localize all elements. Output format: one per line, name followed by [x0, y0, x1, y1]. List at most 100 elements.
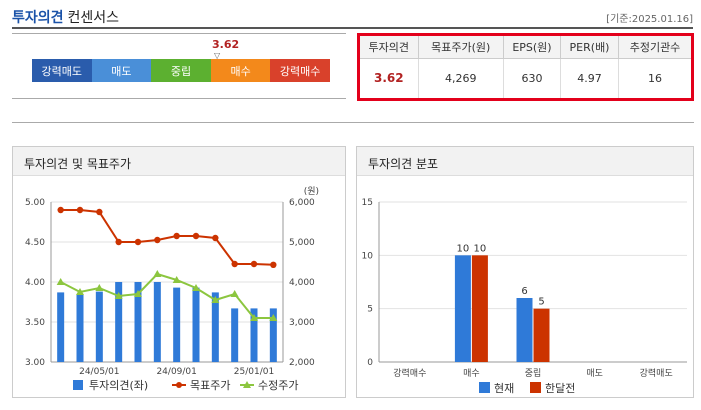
- cell-target-price: 4,269: [418, 58, 504, 98]
- y-right-tick-label: 4,000: [289, 278, 315, 288]
- target-price-point: [270, 261, 277, 268]
- x-tick-label: 중립: [525, 368, 542, 379]
- target-price-point: [115, 238, 122, 246]
- col-header-eps: EPS(원): [503, 36, 562, 59]
- x-tick-label: 25/01/01: [234, 367, 274, 377]
- legend-label: 한달전: [545, 382, 575, 395]
- cell-per: 4.97: [560, 58, 620, 98]
- opinion-bar: [134, 282, 142, 362]
- consensus-summary-table: 투자의견 목표주가(원) EPS(원) PER(배) 추정기관수 3.62 4,…: [357, 33, 694, 101]
- x-tick-label: 24/05/01: [79, 367, 119, 377]
- legend-label: 현재: [494, 382, 514, 395]
- opinion-bar: [211, 292, 219, 362]
- target-price-point: [212, 234, 219, 242]
- score-marker-icon: ▽: [214, 51, 221, 60]
- target-price-line: [60, 209, 274, 266]
- y-tick-label: 0: [367, 358, 373, 368]
- distribution-bar: [454, 255, 471, 362]
- score-value: 3.62: [212, 38, 240, 51]
- adjusted-price-point: [250, 314, 258, 321]
- legend-label: 목표주가: [190, 379, 230, 392]
- legend-marker: [530, 382, 541, 393]
- distribution-panel: 투자의견 분포 15 10 5 0 강력매수 매수 10 10 중립 6 5 매도 강력매도 현재 한달전: [356, 146, 694, 398]
- adjusted-price-point: [172, 276, 181, 283]
- bar-value-label: 5: [538, 297, 544, 308]
- target-price-point: [173, 232, 180, 240]
- bar-value-label: 10: [474, 243, 487, 254]
- opinion-bar: [57, 292, 65, 362]
- adjusted-price-point: [56, 278, 65, 285]
- divider-bottom-left: [12, 98, 346, 99]
- opinion-bar: [250, 308, 258, 362]
- section-divider: [12, 122, 694, 123]
- distribution-bar: [533, 308, 550, 362]
- adjusted-price-point: [211, 296, 220, 303]
- y-right-unit-label: (원): [304, 186, 319, 197]
- distribution-bar: [471, 255, 488, 362]
- target-price-point: [192, 232, 200, 240]
- target-price-point: [57, 206, 64, 214]
- target-price-point: [231, 260, 238, 268]
- bar-value-label: 6: [521, 286, 527, 297]
- col-header-target-price: 목표주가(원): [418, 36, 504, 59]
- scale-segment-sell: 매도: [91, 59, 152, 82]
- target-price-point: [96, 208, 103, 216]
- target-price-point: [76, 206, 84, 214]
- cell-eps: 630: [503, 58, 562, 98]
- opinion-target-title: 투자의견 및 목표주가: [13, 147, 345, 176]
- opinion-target-chart: 5.00 4.50 4.00 3.50 3.00 6,000 5,000 4,000 3,000…: [25, 186, 319, 392]
- target-price-point: [250, 260, 258, 268]
- legend-label: 투자의견(좌): [89, 379, 148, 392]
- opinion-bar: [76, 294, 84, 362]
- scale-segment-buy: 매수: [210, 59, 271, 82]
- opinion-bar: [231, 308, 239, 362]
- legend-marker: [479, 382, 490, 393]
- title-main: 투자의견: [12, 10, 64, 26]
- y-left-tick-label: 3.00: [25, 358, 45, 368]
- target-price-point: [154, 236, 161, 244]
- scale-segment-strong-buy: 강력매수: [270, 59, 330, 82]
- legend-marker: [176, 382, 182, 388]
- target-price-point: [134, 238, 142, 246]
- x-tick-label: 강력매도: [640, 367, 673, 379]
- opinion-bar: [115, 282, 123, 362]
- opinion-bar: [173, 287, 181, 362]
- title-sub: 컨센서스: [67, 10, 120, 26]
- page-title: 투자의견 컨센서스: [12, 7, 119, 27]
- adjusted-price-point: [153, 270, 162, 277]
- adjusted-price-point: [134, 290, 142, 297]
- opinion-bar: [153, 282, 161, 362]
- scale-segment-hold: 중립: [151, 59, 211, 82]
- opinion-bar: [192, 287, 200, 362]
- divider-top-left: [12, 33, 346, 34]
- adjusted-price-point: [114, 292, 123, 299]
- y-left-tick-label: 5.00: [25, 198, 45, 208]
- y-right-tick-label: 6,000: [289, 198, 315, 208]
- header-divider: [12, 27, 693, 29]
- adjusted-price-point: [230, 290, 239, 297]
- adjusted-price-point: [192, 284, 200, 291]
- adjusted-price-point: [95, 284, 104, 291]
- cell-institutions: 16: [648, 71, 663, 85]
- col-header-opinion: 투자의견: [360, 36, 419, 59]
- y-left-tick-label: 4.50: [25, 238, 45, 248]
- col-header-institutions: 추정기관수: [618, 36, 691, 59]
- y-left-tick-label: 4.00: [25, 278, 45, 288]
- opinion-bar: [269, 308, 277, 362]
- x-tick-label: 매도: [586, 368, 603, 379]
- y-tick-label: 10: [362, 251, 374, 261]
- opinion-scale: 강력매도 매도 중립 매수 강력매수: [32, 59, 330, 82]
- y-right-tick-label: 3,000: [289, 318, 315, 328]
- x-tick-label: 매수: [463, 368, 480, 379]
- y-left-tick-label: 3.50: [25, 318, 45, 328]
- y-tick-label: 5: [367, 305, 373, 315]
- adjusted-price-point: [269, 314, 278, 321]
- y-right-tick-label: 2,000: [289, 358, 315, 368]
- opinion-bar: [95, 291, 103, 362]
- distribution-title: 투자의견 분포: [357, 147, 693, 176]
- x-tick-label: 24/09/01: [156, 367, 196, 377]
- y-tick-label: 15: [362, 198, 373, 208]
- cell-opinion: 3.62: [360, 58, 419, 98]
- adjusted-price-point: [76, 288, 84, 295]
